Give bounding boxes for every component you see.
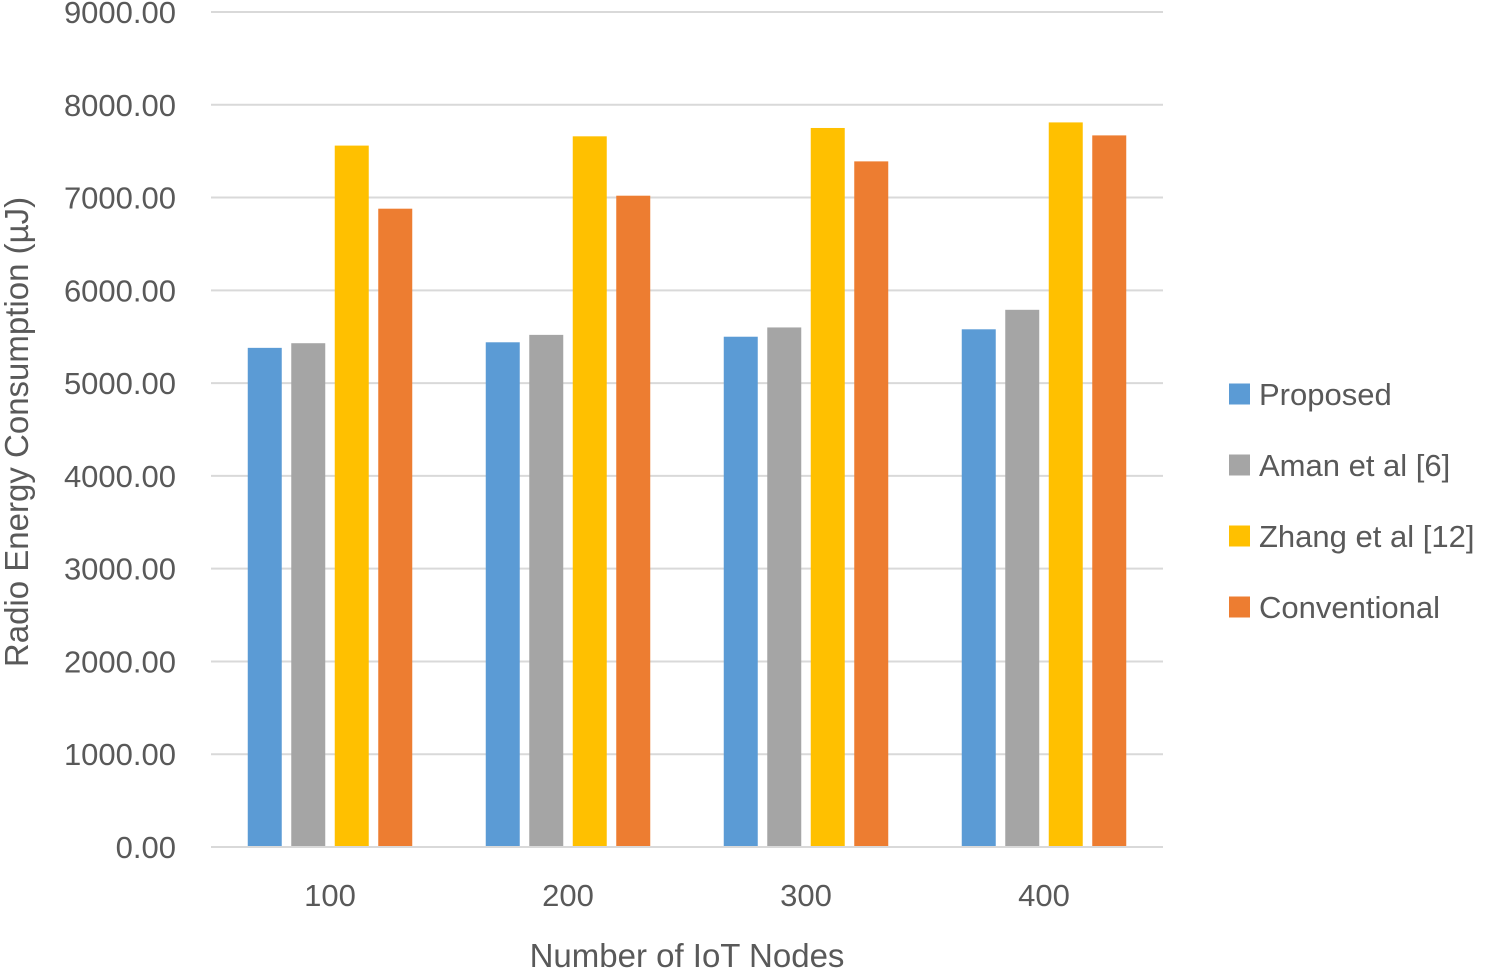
x-tick-label: 400 <box>1018 878 1070 913</box>
legend-swatch <box>1229 596 1250 618</box>
legend-item: Proposed <box>1229 377 1392 412</box>
y-tick-label: 1000.00 <box>64 737 176 772</box>
bar <box>378 208 413 847</box>
bar <box>616 195 651 847</box>
x-axis-title: Number of IoT Nodes <box>530 937 845 970</box>
y-tick-label: 0.00 <box>116 830 176 865</box>
bar <box>529 334 564 847</box>
bar <box>572 136 607 848</box>
y-axis-tick-labels: 0.00 1000.00 2000.00 3000.00 4000.00 5000.00 6… <box>64 0 176 865</box>
legend-label: Aman et al [6] <box>1259 448 1450 483</box>
y-tick-label: 8000.00 <box>64 88 176 123</box>
legend-label: Proposed <box>1259 377 1392 412</box>
bar <box>1005 309 1040 848</box>
bar <box>291 343 326 847</box>
y-tick-label: 6000.00 <box>64 273 176 308</box>
x-axis-tick-labels: 100 200 300 400 <box>304 878 1070 913</box>
legend-swatch <box>1229 454 1250 476</box>
gridlines <box>211 11 1163 756</box>
bar <box>723 336 758 847</box>
legend-swatch <box>1229 525 1250 547</box>
bar <box>961 329 996 847</box>
legend-item: Aman et al [6] <box>1229 448 1450 483</box>
legend-label: Zhang et al [12] <box>1259 519 1474 554</box>
x-tick-label: 300 <box>780 878 832 913</box>
legend-item: Conventional <box>1229 590 1440 625</box>
legend: Proposed Aman et al [6] Zhang et al [12] Co… <box>1229 377 1474 625</box>
legend-label: Conventional <box>1259 590 1440 625</box>
bar <box>1092 135 1127 848</box>
bar <box>1048 122 1083 847</box>
bar <box>334 145 369 848</box>
x-tick-label: 200 <box>542 878 594 913</box>
y-tick-label: 9000.00 <box>64 0 176 30</box>
y-tick-label: 5000.00 <box>64 366 176 401</box>
bar <box>854 161 889 848</box>
y-tick-label: 4000.00 <box>64 459 176 494</box>
bar <box>767 327 802 847</box>
y-axis-title: Radio Energy Consumption (µJ) <box>0 197 35 667</box>
y-tick-label: 3000.00 <box>64 552 176 587</box>
bar <box>247 347 282 847</box>
bar <box>810 127 845 847</box>
x-tick-label: 100 <box>304 878 356 913</box>
legend-swatch <box>1229 383 1250 405</box>
y-tick-label: 7000.00 <box>64 181 176 216</box>
y-tick-label: 2000.00 <box>64 644 176 679</box>
legend-item: Zhang et al [12] <box>1229 519 1474 554</box>
bar <box>485 342 520 847</box>
bars <box>247 122 1127 848</box>
